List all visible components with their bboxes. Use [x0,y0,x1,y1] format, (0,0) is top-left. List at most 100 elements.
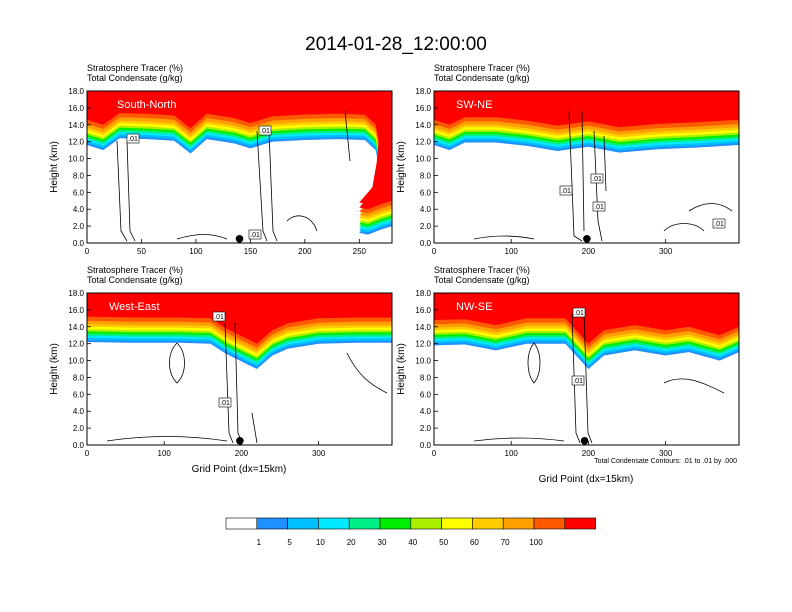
y-tick-label: 6.0 [73,390,85,399]
y-tick-label: 12.0 [68,138,84,147]
tracer-core [434,293,739,339]
colorbar: 1 5 10 20 30 40 50 60 70 100 [225,517,596,547]
colorbar-label: 10 [316,538,325,547]
y-tick-label: 4.0 [420,205,432,214]
colorbar-box [533,517,566,530]
location-marker [580,436,589,445]
y-tick-label: 2.0 [73,424,85,433]
y-tick-label: 14.0 [415,323,431,332]
y-tick-label: 8.0 [420,373,432,382]
x-tick-label: 250 [353,247,367,256]
x-tick-label: 300 [659,449,673,458]
x-tick-label: 0 [85,449,90,458]
y-tick-label: 2.0 [420,424,432,433]
panel-subtitle-condensate: Total Condensate (g/kg) [434,73,530,83]
y-tick-label: 14.0 [415,121,431,130]
y-tick-label: 6.0 [420,188,432,197]
y-tick-label: 18.0 [68,289,84,298]
y-axis-label: Height (km) [396,343,407,395]
colorbar-box [256,517,288,530]
y-tick-label: 12.0 [415,340,431,349]
tracer-band [87,91,392,220]
contour-label-box [248,229,262,240]
y-tick-label: 8.0 [73,171,85,180]
x-tick-label: 200 [298,247,312,256]
colorbar-box [502,517,535,530]
y-tick-label: 12.0 [415,138,431,147]
colorbar-box [379,517,412,530]
colorbar-box [410,517,442,530]
tracer-core [87,293,392,339]
y-tick-label: 16.0 [68,306,84,315]
contour-label-box [590,173,604,184]
y-axis-label: Height (km) [49,141,60,193]
y-tick-label: 6.0 [73,188,85,197]
contour-label-box [559,185,573,196]
colorbar-label: 60 [470,538,479,547]
contour-label-box [712,218,726,229]
condensate-contour [176,234,228,240]
condensate-contour [251,352,388,444]
y-tick-label: 14.0 [68,323,84,332]
contour-label: .01 [250,232,260,239]
panel-subtitle-tracer: Stratosphere Tracer (%) [87,63,183,73]
colorbar-label: 40 [408,538,417,547]
x-tick-label: 0 [85,247,90,256]
contour-label-box [572,307,586,318]
y-tick-label: 6.0 [420,390,432,399]
contour-label: .01 [128,136,138,143]
colorbar-box [348,517,381,530]
y-tick-label: 0.0 [420,441,432,450]
contour-label-box [258,125,272,136]
location-marker [235,234,244,243]
y-tick-label: 10.0 [415,155,431,164]
colorbar-box [318,517,350,530]
colorbar-label: 20 [347,538,356,547]
x-tick-label: 0 [432,247,437,256]
panel-west-east: Stratosphere Tracer (%) Total Condensate… [49,265,393,475]
x-tick-label: 100 [189,247,203,256]
tracer-shading [434,293,739,444]
colorbar-label: 100 [529,538,543,547]
y-tick-label: 4.0 [420,407,432,416]
contour-label-box [218,397,232,408]
plot-area: .01 .01 .01 0.0 2.0 4.0 6.0 8.0 10.0 12.0 14.0 16.0… [68,87,393,256]
colorbar-box [441,517,473,530]
panel-sw-ne: Stratosphere Tracer (%) Total Condensate… [396,63,740,256]
panel-subtitle-tracer: Stratosphere Tracer (%) [434,265,530,275]
colorbar-label: 5 [287,538,292,547]
y-tick-label: 0.0 [73,239,85,248]
colorbar-box [564,517,596,530]
y-tick-label: 12.0 [68,340,84,349]
panel-label: SW-NE [456,99,492,111]
plot-frame [433,90,740,244]
condensate-contour [169,342,185,384]
contour-label: .01 [714,221,724,228]
contour-label: .01 [260,128,270,135]
y-axis-label: Height (km) [396,141,407,193]
condensate-contour [593,130,607,242]
y-axis-label: Height (km) [49,343,60,395]
y-tick-label: 2.0 [73,222,85,231]
x-tick-label: 200 [235,449,249,458]
y-tick-label: 4.0 [73,407,85,416]
tracer-core [434,91,739,123]
y-tick-label: 18.0 [68,87,84,96]
contour-label: .01 [573,378,583,385]
plot-frame [86,292,393,446]
contour-label: .01 [592,176,602,183]
contour-label-box [592,201,606,212]
y-tick-label: 4.0 [73,205,85,214]
colorbar-box [287,517,319,530]
x-tick-label: 100 [158,449,172,458]
panel-label: South-North [117,99,176,111]
condensate-contour [286,110,351,232]
contour-label-box [126,133,140,144]
condensate-contour [527,342,541,384]
x-tick-label: 150 [244,247,258,256]
colorbar-label: 70 [501,538,510,547]
condensate-contour [571,312,593,444]
condensate-contour [106,436,228,442]
colorbar-box [472,517,504,530]
